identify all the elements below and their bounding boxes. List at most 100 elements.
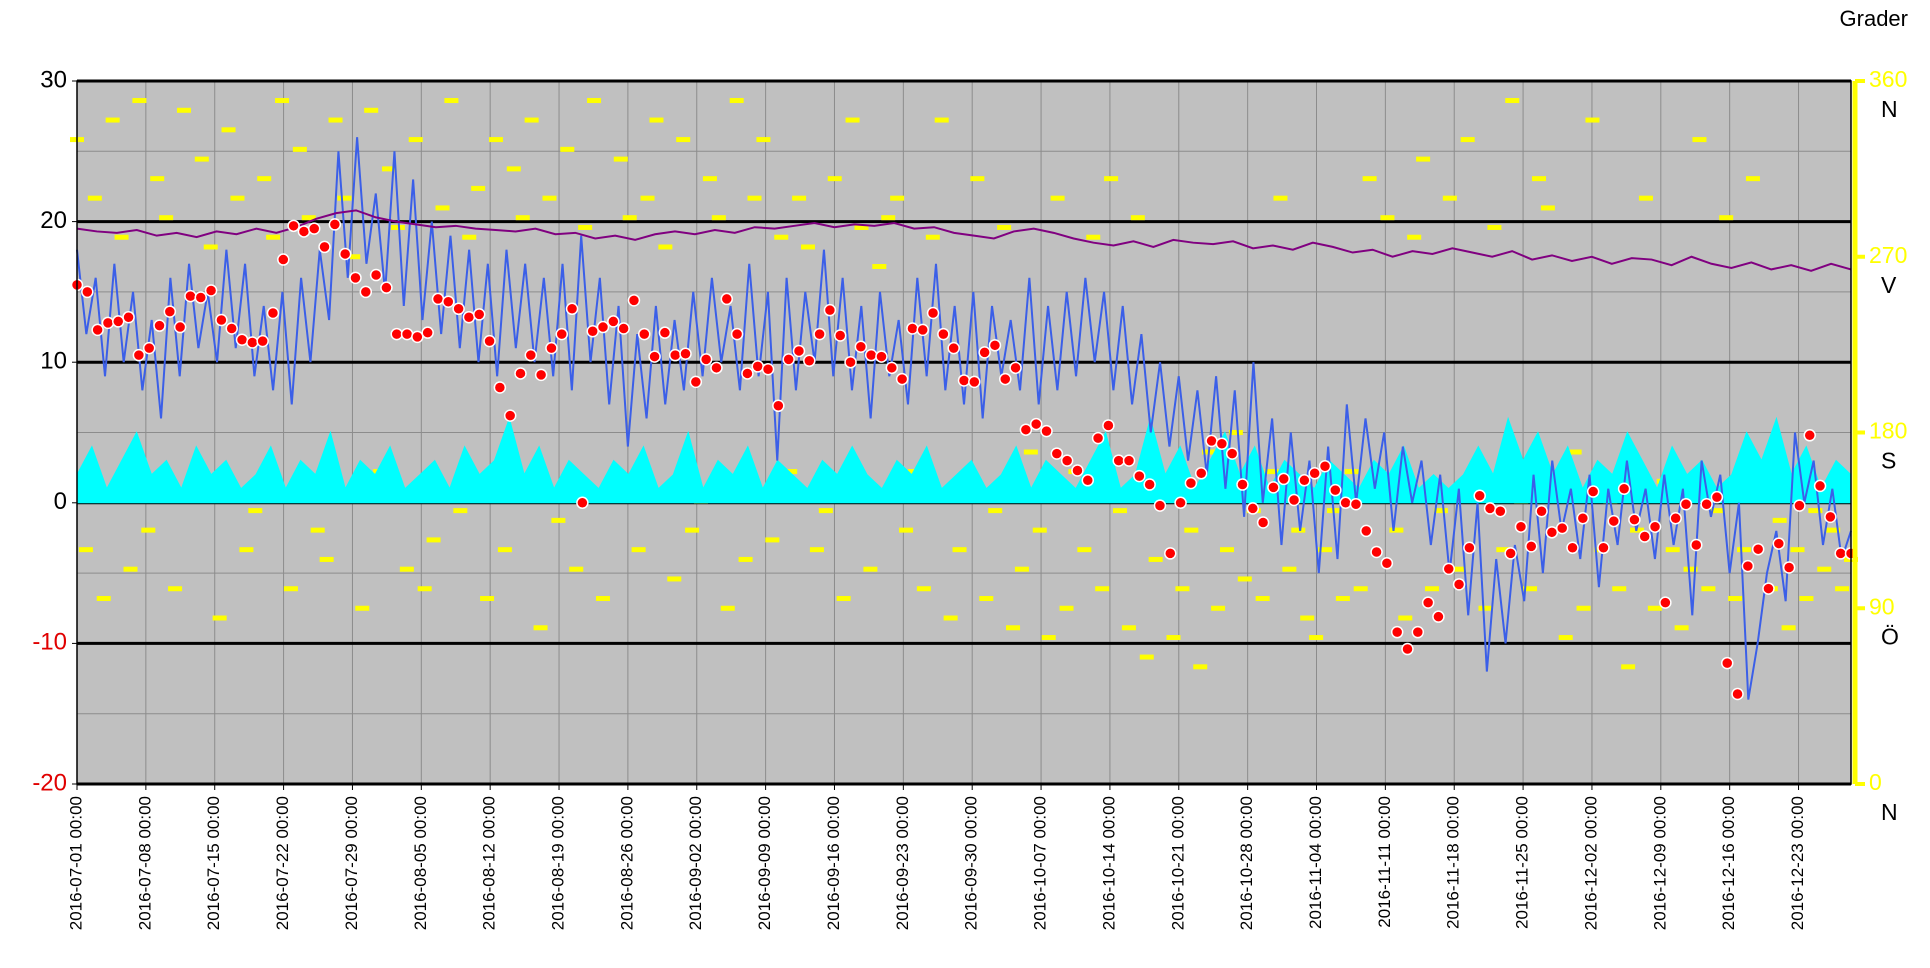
direction-dash bbox=[1353, 586, 1368, 592]
x-tick-label: 2016-08-05 00:00 bbox=[411, 796, 430, 930]
x-tick-label: 2016-07-15 00:00 bbox=[204, 796, 223, 930]
y2-tick-label: 180 bbox=[1869, 418, 1907, 444]
x-tick-label: 2016-08-12 00:00 bbox=[480, 796, 499, 930]
direction-dash bbox=[1505, 98, 1520, 104]
direction-dash bbox=[132, 98, 147, 104]
direction-dash bbox=[720, 605, 735, 611]
direction-dash bbox=[1023, 449, 1038, 455]
direction-dash bbox=[1237, 576, 1252, 582]
daily-marker bbox=[792, 344, 806, 358]
daily-marker bbox=[1452, 578, 1466, 591]
daily-marker bbox=[937, 327, 950, 341]
daily-marker bbox=[101, 316, 115, 330]
direction-dash bbox=[774, 234, 789, 240]
direction-dash bbox=[1745, 176, 1760, 182]
daily-marker bbox=[1525, 540, 1538, 553]
direction-dash bbox=[1638, 195, 1653, 201]
direction-dash bbox=[1211, 605, 1226, 611]
direction-dash bbox=[1460, 137, 1475, 143]
daily-marker bbox=[483, 334, 496, 348]
direction-dash bbox=[471, 185, 486, 191]
direction-dash bbox=[1193, 664, 1208, 670]
daily-marker bbox=[307, 222, 321, 235]
direction-dash bbox=[685, 527, 700, 533]
daily-marker bbox=[1741, 559, 1755, 573]
direction-dash bbox=[1362, 176, 1377, 182]
direction-dash bbox=[257, 176, 272, 182]
y2-tick-label: 90 bbox=[1869, 593, 1895, 619]
direction-dash bbox=[292, 146, 307, 152]
direction-dash bbox=[578, 224, 593, 230]
daily-marker bbox=[1834, 547, 1847, 560]
daily-marker bbox=[1411, 625, 1425, 639]
daily-marker bbox=[1112, 454, 1125, 467]
direction-dash bbox=[194, 156, 209, 162]
daily-marker bbox=[772, 399, 785, 413]
direction-dash bbox=[1692, 137, 1707, 143]
direction-dash bbox=[1451, 566, 1466, 572]
direction-dash bbox=[658, 244, 673, 250]
direction-dash bbox=[979, 595, 994, 601]
x-tick-label: 2016-07-01 00:00 bbox=[66, 796, 85, 930]
daily-marker bbox=[215, 313, 228, 327]
y-tick-label: 0 bbox=[54, 488, 67, 515]
direction-dash bbox=[1148, 556, 1163, 562]
daily-marker bbox=[421, 326, 434, 339]
direction-dash bbox=[1398, 615, 1413, 621]
direction-dash bbox=[595, 595, 610, 601]
daily-marker bbox=[1463, 541, 1476, 555]
daily-marker bbox=[1473, 489, 1486, 503]
daily-marker bbox=[720, 292, 734, 306]
direction-dash bbox=[800, 244, 815, 250]
direction-dash bbox=[1585, 117, 1600, 123]
daily-marker bbox=[359, 285, 373, 299]
direction-dash bbox=[1799, 595, 1814, 601]
wind-area bbox=[76, 416, 1852, 504]
direction-dash bbox=[1273, 195, 1288, 201]
daily-marker bbox=[607, 315, 620, 328]
direction-dash bbox=[1389, 527, 1404, 533]
daily-marker bbox=[1236, 478, 1249, 491]
direction-dash bbox=[818, 508, 833, 514]
direction-dash bbox=[667, 576, 682, 582]
daily-marker bbox=[1494, 504, 1507, 518]
direction-dash bbox=[1264, 469, 1279, 475]
daily-marker bbox=[1359, 524, 1373, 538]
daily-marker bbox=[163, 305, 177, 318]
direction-dash bbox=[417, 586, 432, 592]
daily-marker bbox=[658, 326, 672, 339]
direction-dash bbox=[480, 595, 495, 601]
daily-marker bbox=[1029, 417, 1043, 431]
daily-marker bbox=[741, 367, 754, 380]
x-tick-label: 2016-09-16 00:00 bbox=[824, 796, 843, 930]
direction-dash bbox=[1826, 527, 1841, 533]
daily-marker bbox=[689, 375, 703, 389]
direction-dash bbox=[319, 556, 334, 562]
direction-dash bbox=[1041, 635, 1056, 641]
daily-marker bbox=[1813, 479, 1827, 493]
x-tick-label: 2016-10-07 00:00 bbox=[1031, 796, 1050, 930]
daily-marker bbox=[1555, 521, 1569, 535]
compass-label: N bbox=[1881, 799, 1898, 825]
x-tick-label: 2016-09-02 00:00 bbox=[686, 796, 705, 930]
direction-dash bbox=[159, 215, 174, 221]
daily-marker bbox=[246, 336, 259, 349]
direction-dash bbox=[738, 556, 753, 562]
daily-marker bbox=[751, 360, 764, 373]
daily-marker bbox=[1205, 434, 1218, 448]
direction-dash bbox=[890, 195, 905, 201]
daily-marker bbox=[328, 218, 342, 231]
direction-dash bbox=[533, 625, 548, 631]
daily-marker bbox=[1246, 502, 1260, 515]
daily-marker bbox=[1308, 467, 1321, 480]
direction-dash bbox=[515, 215, 530, 221]
direction-dash bbox=[1335, 595, 1350, 601]
direction-dash bbox=[809, 547, 824, 553]
daily-marker bbox=[1133, 469, 1146, 483]
x-tick-label: 2016-12-23 00:00 bbox=[1788, 796, 1807, 930]
daily-marker bbox=[1772, 537, 1786, 550]
daily-marker bbox=[1669, 512, 1682, 525]
direction-dash bbox=[1006, 625, 1021, 631]
daily-marker bbox=[142, 341, 156, 355]
direction-dash bbox=[1175, 586, 1190, 592]
